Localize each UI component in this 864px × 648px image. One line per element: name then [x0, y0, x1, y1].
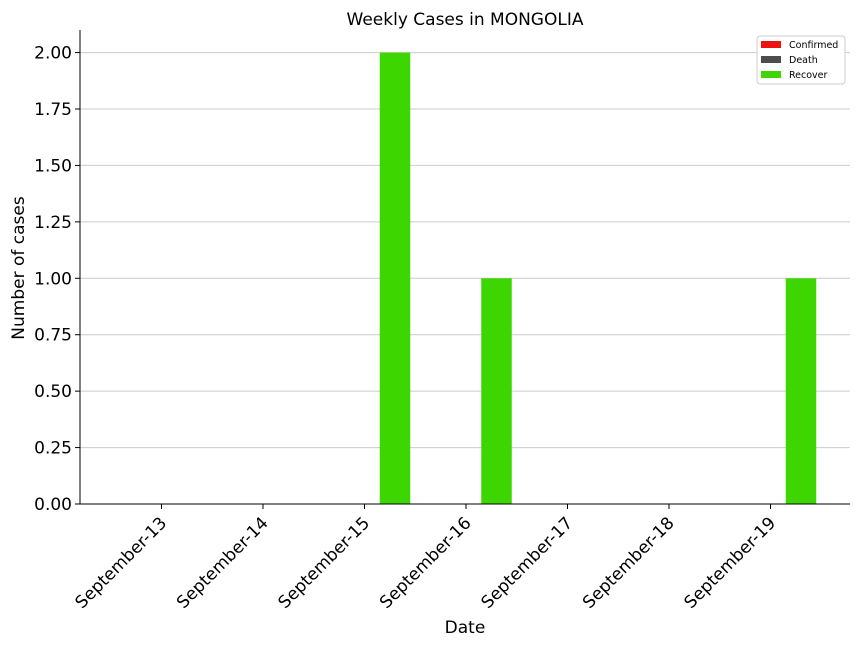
- y-ticks: 0.00 0.25 0.50 0.75 1.00 1.25 1.50 1.75 2.00: [34, 44, 80, 515]
- y-tick-label: 0.75: [34, 326, 72, 346]
- y-tick-label: 1.75: [34, 100, 72, 120]
- chart-title: Weekly Cases in MONGOLIA: [347, 10, 584, 30]
- legend-swatch-death: [761, 56, 781, 63]
- legend: Confirmed Death Recover: [756, 35, 846, 85]
- y-tick-label: 1.50: [34, 156, 72, 176]
- bar-recover: [785, 278, 817, 504]
- legend-swatch-confirmed: [761, 41, 781, 48]
- bars: [379, 52, 817, 504]
- x-tick-label: September-18: [579, 513, 678, 612]
- x-tick-label: September-14: [173, 513, 272, 612]
- x-tick-label: September-17: [478, 513, 577, 612]
- gridlines: [80, 52, 850, 449]
- x-ticks: September-13 September-14 September-15 Sept…: [72, 504, 780, 613]
- y-tick-label: 0.25: [34, 439, 72, 459]
- y-tick-label: 2.00: [34, 44, 72, 64]
- x-tick-label: September-13: [72, 513, 171, 612]
- axes: [79, 30, 850, 505]
- legend-label-recover: Recover: [789, 70, 828, 81]
- legend-label-death: Death: [789, 55, 818, 66]
- y-tick-label: 0.50: [34, 382, 72, 402]
- x-axis-label: Date: [445, 618, 486, 638]
- y-axis-label: Number of cases: [9, 196, 29, 340]
- bar-recover: [481, 278, 512, 504]
- y-tick-label: 1.00: [34, 269, 72, 289]
- x-tick-label: September-15: [275, 513, 374, 612]
- bar-recover: [379, 52, 411, 504]
- legend-label-confirmed: Confirmed: [789, 40, 838, 51]
- x-tick-label: September-16: [376, 513, 475, 612]
- legend-swatch-recover: [761, 71, 781, 78]
- x-tick-label: September-19: [681, 513, 780, 612]
- y-tick-label: 0.00: [34, 495, 72, 515]
- y-tick-label: 1.25: [34, 213, 72, 233]
